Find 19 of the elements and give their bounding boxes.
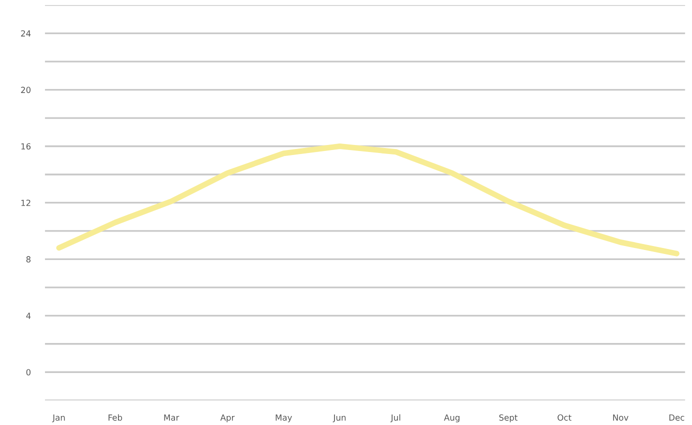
x-tick-label: Apr bbox=[220, 414, 235, 422]
y-tick-label: 20 bbox=[21, 86, 31, 94]
x-tick-label: May bbox=[276, 414, 292, 422]
x-tick-label: Nov bbox=[613, 414, 628, 421]
x-tick-label: Aug bbox=[444, 414, 460, 422]
x-tick-label: Jun bbox=[332, 414, 346, 422]
y-tick-label: 12 bbox=[21, 200, 30, 206]
x-tick-label: Mar bbox=[164, 414, 180, 421]
y-tick-label: 8 bbox=[26, 256, 31, 262]
y-tick-label: 16 bbox=[21, 143, 31, 150]
y-tick-label: 4 bbox=[26, 312, 31, 319]
x-tick-label: Jul bbox=[390, 414, 400, 422]
y-tick-label: 24 bbox=[21, 30, 31, 36]
y-tick-label: 0 bbox=[26, 369, 31, 376]
x-tick-label: Dec bbox=[669, 414, 684, 421]
x-tick-label: Oct bbox=[558, 414, 572, 421]
x-tick-label: Feb bbox=[108, 414, 122, 421]
x-tick-label: Sept bbox=[499, 414, 518, 422]
x-tick-label: Jan bbox=[52, 414, 65, 422]
